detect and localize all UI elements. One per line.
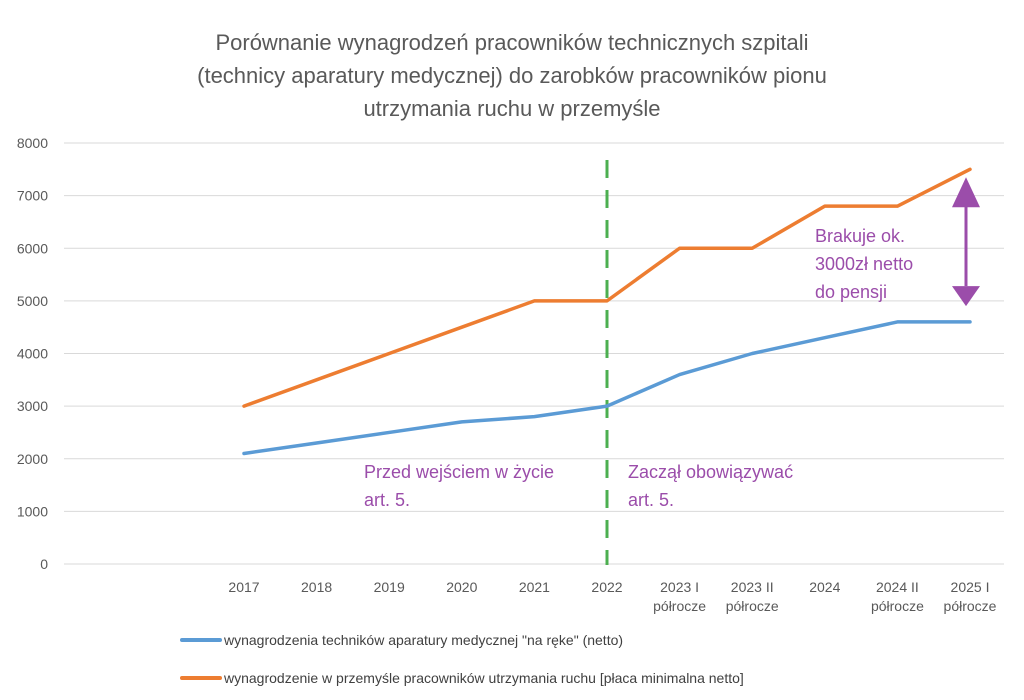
y-tick-label-5000: 5000 [17,293,48,309]
annotations: Przed wejściem w życie art. 5. Zaczął ob… [364,226,913,510]
chart-title-line-3: utrzymania ruchu w przemyśle [363,96,661,121]
gap-arrow-head-up [952,177,980,208]
x-tick-label: półrocze [871,598,924,614]
chart-title-line-1: Porównanie wynagrodzeń pracowników techn… [215,30,809,55]
x-tick-label: 2024 [809,579,840,595]
x-tick-label: półrocze [726,598,779,614]
x-tick-label: 2019 [374,579,405,595]
chart-title: Porównanie wynagrodzeń pracowników techn… [0,26,1024,125]
x-tick-label: półrocze [944,598,997,614]
x-tick-label: 2024 II [876,579,919,595]
annotation-after-line-2: art. 5. [628,490,674,510]
x-tick-label: 2017 [228,579,259,595]
annotation-before-line-2: art. 5. [364,490,410,510]
y-tick-label-8000: 8000 [17,135,48,151]
legend-item-technicians: wynagrodzenia techników aparatury medycz… [180,632,623,648]
legend-swatch-industry [180,676,222,680]
annotation-before-line-1: Przed wejściem w życie [364,462,554,482]
x-axis: 2017 2018 2019 2020 2021 2022 2023 I półrocze 20… [228,579,996,614]
y-tick-label-3000: 3000 [17,398,48,414]
annotation-gap-line-2: 3000zł netto [815,254,913,274]
x-tick-label: 2023 I [660,579,699,595]
gap-arrow [952,177,980,307]
y-tick-label-6000: 6000 [17,240,48,256]
y-tick-label-7000: 7000 [17,188,48,204]
legend-label-technicians: wynagrodzenia techników aparatury medycz… [224,632,624,648]
legend-label-industry: wynagrodzenie w przemyśle pracowników ut… [224,670,744,686]
y-axis: 0 1000 2000 3000 4000 5000 6000 7000 8000 [17,135,48,572]
series-lines [242,167,972,456]
y-tick-label-2000: 2000 [17,451,48,467]
annotation-gap-line-1: Brakuje ok. [815,226,905,246]
x-tick-label: 2020 [446,579,477,595]
series-line-0 [242,320,972,456]
x-tick-label: 2021 [519,579,550,595]
x-tick-label: 2022 [591,579,622,595]
legend-swatch-technicians [180,638,222,642]
x-tick-label: 2018 [301,579,332,595]
annotation-after-line-1: Zaczął obowiązywać [628,462,793,482]
x-tick-label: półrocze [653,598,706,614]
gridlines [64,142,1004,565]
y-tick-label-1000: 1000 [17,503,48,519]
y-tick-label-0: 0 [40,556,48,572]
y-tick-label-4000: 4000 [17,346,48,362]
legend-item-industry: wynagrodzenie w przemyśle pracowników ut… [180,670,744,686]
gap-arrow-head-down [952,286,980,307]
x-tick-label: 2025 I [951,579,990,595]
x-tick-label: 2023 II [731,579,774,595]
annotation-gap-line-3: do pensji [815,282,887,302]
chart-title-line-2: (technicy aparatury medycznej) do zarobk… [197,63,827,88]
series-line-1 [242,167,972,408]
